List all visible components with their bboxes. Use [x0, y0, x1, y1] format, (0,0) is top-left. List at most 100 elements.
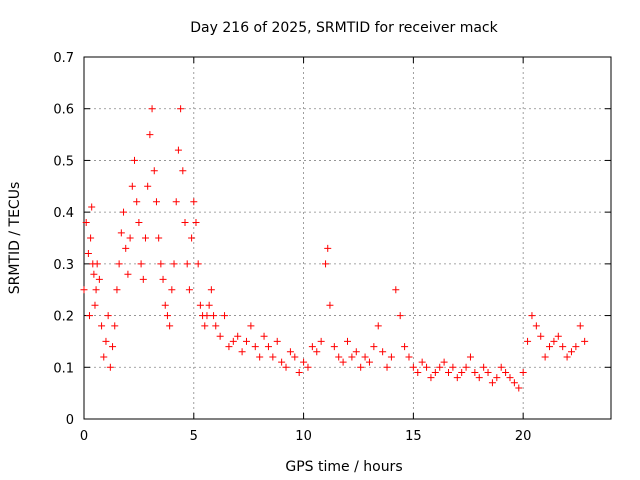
data-point [414, 368, 422, 376]
data-point [537, 332, 545, 340]
data-point [124, 270, 132, 278]
data-point [247, 322, 255, 330]
data-point [515, 384, 523, 392]
data-point [497, 363, 505, 371]
data-point [201, 322, 209, 330]
data-point [137, 260, 145, 268]
data-point [185, 286, 193, 294]
y-tick-label: 0.2 [53, 310, 74, 325]
data-point [387, 353, 395, 361]
chart-title: Day 216 of 2025, SRMTID for receiver mac… [190, 20, 498, 36]
y-axis-label: SRMTID / TECUs [7, 182, 23, 295]
data-point [111, 322, 119, 330]
data-point [80, 286, 88, 294]
data-point [88, 203, 96, 211]
data-point [383, 363, 391, 371]
y-tick-label: 0.1 [53, 361, 74, 376]
data-point [423, 363, 431, 371]
x-tick-label: 15 [405, 429, 422, 444]
data-point [196, 301, 204, 309]
data-point [190, 198, 198, 206]
data-point [335, 353, 343, 361]
data-point [313, 348, 321, 356]
data-point [295, 368, 303, 376]
data-point [91, 301, 99, 309]
data-point [260, 332, 268, 340]
data-point [85, 312, 93, 320]
data-point [139, 275, 147, 283]
data-point [95, 275, 103, 283]
data-point [135, 218, 143, 226]
data-point [379, 348, 387, 356]
data-point [264, 343, 272, 351]
data-point [102, 337, 110, 345]
data-point [192, 218, 200, 226]
data-point [203, 312, 211, 320]
data-point [109, 343, 117, 351]
data-point [324, 244, 332, 252]
data-point [453, 374, 461, 382]
data-point [225, 343, 233, 351]
data-point [581, 337, 589, 345]
data-point [510, 379, 518, 387]
data-point [229, 337, 237, 345]
data-point [84, 250, 92, 258]
data-point [122, 244, 130, 252]
data-point [308, 343, 316, 351]
data-point [471, 368, 479, 376]
data-point [115, 260, 123, 268]
data-point [161, 301, 169, 309]
data-point [458, 368, 466, 376]
x-tick-label: 0 [80, 429, 88, 444]
x-axis-label: GPS time / hours [285, 459, 402, 475]
data-point [392, 286, 400, 294]
data-point [205, 301, 213, 309]
data-point [212, 322, 220, 330]
data-point [524, 337, 532, 345]
data-point [475, 374, 483, 382]
y-tick-label: 0.4 [53, 206, 74, 221]
data-point [567, 348, 575, 356]
data-point [146, 131, 154, 139]
data-point [174, 146, 182, 154]
data-point [150, 167, 158, 175]
grid [84, 57, 611, 419]
data-point [409, 363, 417, 371]
data-point [506, 374, 514, 382]
data-point [291, 353, 299, 361]
x-tick-label: 20 [515, 429, 532, 444]
data-point [554, 332, 562, 340]
data-point [322, 260, 330, 268]
data-point [326, 301, 334, 309]
data-point [431, 368, 439, 376]
data-point [365, 358, 373, 366]
data-point [528, 312, 536, 320]
data-point [396, 312, 404, 320]
data-point [269, 353, 277, 361]
data-point [418, 358, 426, 366]
y-tick-label: 0.7 [53, 51, 74, 66]
data-point [304, 363, 312, 371]
data-point [480, 363, 488, 371]
data-point [374, 322, 382, 330]
data-point [106, 363, 114, 371]
data-point [401, 343, 409, 351]
data-point [493, 374, 501, 382]
data-point [98, 322, 106, 330]
data-point [131, 156, 139, 164]
data-point [93, 260, 101, 268]
data-point [550, 337, 558, 345]
data-point [484, 368, 492, 376]
data-point [278, 358, 286, 366]
data-point [157, 260, 165, 268]
data-point [133, 198, 141, 206]
data-point [300, 358, 308, 366]
data-point [128, 182, 136, 190]
data-point [405, 353, 413, 361]
data-point [462, 363, 470, 371]
data-point [273, 337, 281, 345]
data-point [100, 353, 108, 361]
data-point [234, 332, 242, 340]
x-tick-label: 10 [295, 429, 312, 444]
data-point [113, 286, 121, 294]
